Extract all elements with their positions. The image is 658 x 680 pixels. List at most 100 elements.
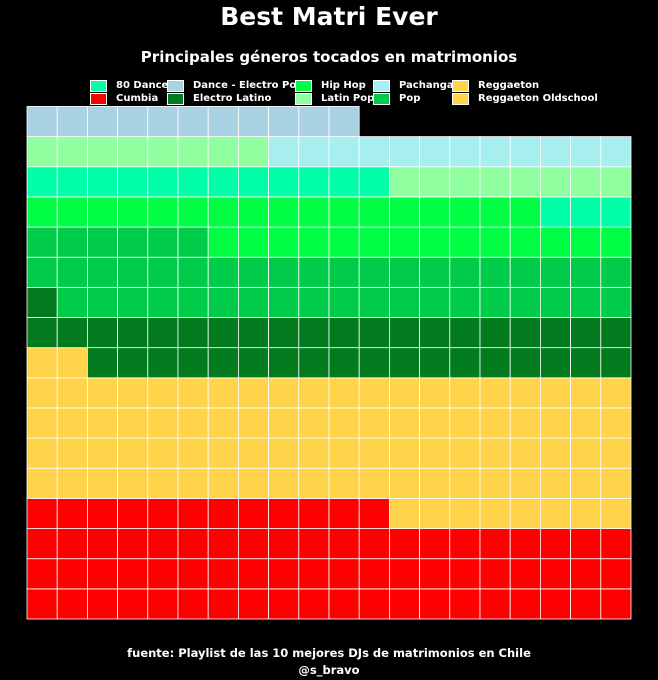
legend-swatch (167, 79, 184, 92)
waffle-cell-pop (117, 226, 149, 258)
waffle-cell-80-dance (328, 166, 360, 198)
waffle-cell-pachanga (268, 136, 300, 168)
waffle-cell-pop (449, 286, 481, 318)
waffle-cell-pop (237, 256, 269, 288)
waffle-cell-dance-electro-pop (298, 106, 330, 137)
waffle-cell-reggaeton (298, 467, 330, 499)
waffle-cell-pop (56, 286, 88, 318)
waffle-cell-cumbia (328, 558, 360, 590)
waffle-cell-pachanga (298, 136, 330, 168)
waffle-cell-hip-hop (237, 226, 269, 258)
waffle-cell-latin-pop (117, 136, 149, 168)
waffle-cell-80-dance (117, 166, 149, 198)
waffle-cell-cumbia (600, 588, 632, 620)
waffle-cell-pachanga (419, 136, 451, 168)
waffle-cell-pop (147, 256, 179, 288)
waffle-cell-reggaeton-oldschool (419, 377, 451, 409)
waffle-cell-reggaeton-oldschool (509, 407, 541, 439)
waffle-cell-cumbia (207, 497, 239, 529)
waffle-cell-cumbia (479, 558, 511, 590)
waffle-cell-reggaeton (419, 437, 451, 469)
waffle-cell-hip-hop (207, 196, 239, 228)
waffle-cell-latin-pop (509, 166, 541, 198)
waffle-cell-reggaeton (26, 467, 58, 499)
legend-label: Dance - Electro Pop (193, 80, 304, 91)
waffle-cell-cumbia (26, 528, 58, 560)
waffle-cell-cumbia (268, 588, 300, 620)
waffle-cell-reggaeton-oldschool (479, 407, 511, 439)
waffle-cell-hip-hop (328, 226, 360, 258)
waffle-cell-reggaeton (600, 467, 632, 499)
waffle-cell-latin-pop (449, 166, 481, 198)
waffle-cell-cumbia (56, 528, 88, 560)
waffle-cell-pop (388, 256, 420, 288)
waffle-cell-hip-hop (237, 196, 269, 228)
legend-item-reggaeton-oldschool: Reggaeton Oldschool (452, 92, 598, 105)
waffle-cell-electro-latino (117, 317, 149, 349)
legend-swatch (295, 92, 312, 105)
waffle-cell-cumbia (509, 558, 541, 590)
waffle-cell-cumbia (449, 558, 481, 590)
waffle-cell-cumbia (117, 497, 149, 529)
waffle-cell-cumbia (237, 528, 269, 560)
waffle-cell-cumbia (358, 497, 390, 529)
waffle-cell-reggaeton-oldschool (540, 437, 572, 469)
waffle-cell-80-dance (600, 196, 632, 228)
waffle-cell-electro-latino (358, 317, 390, 349)
waffle-cell-reggaeton (449, 497, 481, 529)
waffle-cell-pop (509, 286, 541, 318)
waffle-cell-cumbia (570, 558, 602, 590)
waffle-cell-dance-electro-pop (117, 106, 149, 137)
legend-swatch (452, 92, 469, 105)
waffle-cell-reggaeton (87, 437, 119, 469)
waffle-cell-80-dance (540, 196, 572, 228)
waffle-cell-reggaeton-oldschool (117, 407, 149, 439)
waffle-cell-pop (600, 286, 632, 318)
waffle-cell-cumbia (26, 497, 58, 529)
waffle-cell-pop (147, 286, 179, 318)
waffle-cell-electro-latino (509, 347, 541, 379)
waffle-cell-latin-pop (147, 136, 179, 168)
waffle-cell-reggaeton (177, 437, 209, 469)
waffle-cell-hip-hop (207, 226, 239, 258)
waffle-cell-pop (117, 256, 149, 288)
waffle-cell-reggaeton-oldschool (268, 407, 300, 439)
waffle-cell-80-dance (26, 166, 58, 198)
waffle-cell-cumbia (419, 528, 451, 560)
waffle-cell-electro-latino (600, 317, 632, 349)
waffle-cell-pop (298, 286, 330, 318)
waffle-cell-reggaeton (328, 467, 360, 499)
waffle-cell-cumbia (207, 528, 239, 560)
waffle-cell-80-dance (56, 166, 88, 198)
legend-item-cumbia: Cumbia (90, 92, 158, 105)
waffle-cell-hip-hop (419, 196, 451, 228)
waffle-cell-cumbia (147, 558, 179, 590)
waffle-cell-cumbia (26, 588, 58, 620)
waffle-cell-reggaeton (207, 467, 239, 499)
waffle-cell-hip-hop (509, 226, 541, 258)
waffle-cell-reggaeton (268, 467, 300, 499)
waffle-cell-reggaeton-oldschool (479, 377, 511, 409)
waffle-cell-pop (298, 256, 330, 288)
waffle-cell-reggaeton-oldschool (540, 407, 572, 439)
waffle-cell-electro-latino (117, 347, 149, 379)
waffle-cell-reggaeton-oldschool (479, 437, 511, 469)
waffle-cell-80-dance (147, 166, 179, 198)
waffle-cell-pachanga (388, 136, 420, 168)
waffle-cell-cumbia (87, 528, 119, 560)
waffle-cell-cumbia (570, 588, 602, 620)
legend-label: Cumbia (116, 93, 159, 104)
waffle-cell-electro-latino (147, 317, 179, 349)
waffle-cell-reggaeton-oldschool (237, 377, 269, 409)
waffle-cell-dance-electro-pop (177, 106, 209, 137)
waffle-cell-hip-hop (56, 196, 88, 228)
waffle-cell-reggaeton (298, 437, 330, 469)
waffle-cell-cumbia (177, 558, 209, 590)
source-caption: fuente: Playlist de las 10 mejores DJs d… (127, 646, 531, 660)
waffle-cell-reggaeton (328, 437, 360, 469)
waffle-cell-electro-latino (328, 347, 360, 379)
waffle-cell-80-dance (177, 166, 209, 198)
waffle-cell-reggaeton-oldschool (56, 377, 88, 409)
waffle-cell-cumbia (479, 528, 511, 560)
waffle-cell-electro-latino (56, 317, 88, 349)
